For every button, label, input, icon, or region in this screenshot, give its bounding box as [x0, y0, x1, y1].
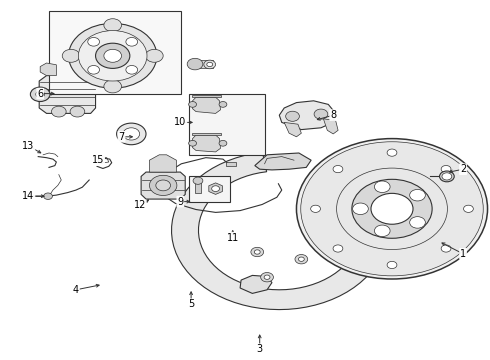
Bar — [192, 133, 221, 135]
Polygon shape — [193, 135, 221, 152]
Text: 9: 9 — [177, 197, 183, 207]
Bar — [189, 176, 230, 202]
Bar — [191, 60, 213, 68]
Circle shape — [117, 123, 146, 145]
Circle shape — [51, 106, 66, 117]
Text: 12: 12 — [133, 200, 146, 210]
Text: 15: 15 — [92, 155, 104, 165]
Circle shape — [442, 173, 452, 180]
Circle shape — [337, 168, 447, 249]
Circle shape — [146, 49, 163, 62]
Circle shape — [353, 203, 368, 215]
Circle shape — [149, 175, 177, 195]
Circle shape — [387, 261, 397, 269]
Circle shape — [156, 180, 171, 191]
Circle shape — [314, 109, 328, 119]
Circle shape — [36, 91, 45, 98]
Bar — [195, 182, 201, 193]
Text: 10: 10 — [174, 117, 186, 127]
Circle shape — [440, 171, 454, 182]
Circle shape — [126, 66, 138, 74]
Polygon shape — [255, 153, 311, 170]
Bar — [226, 162, 236, 166]
Text: 5: 5 — [188, 299, 194, 309]
Polygon shape — [172, 152, 387, 310]
Circle shape — [298, 257, 304, 261]
Circle shape — [78, 31, 147, 81]
Bar — [192, 95, 221, 97]
Bar — [189, 94, 265, 155]
Circle shape — [441, 245, 451, 252]
Circle shape — [193, 177, 203, 184]
Circle shape — [187, 58, 203, 70]
Text: 11: 11 — [226, 233, 239, 243]
Circle shape — [104, 19, 122, 32]
Text: 14: 14 — [23, 191, 34, 201]
Circle shape — [286, 111, 299, 121]
Text: 3: 3 — [257, 344, 263, 354]
Polygon shape — [39, 76, 96, 113]
Circle shape — [126, 37, 138, 46]
Circle shape — [261, 273, 273, 282]
Circle shape — [410, 217, 425, 228]
Circle shape — [387, 149, 397, 156]
Circle shape — [204, 60, 216, 69]
Polygon shape — [40, 63, 56, 76]
Text: 4: 4 — [73, 285, 79, 295]
Polygon shape — [279, 101, 336, 130]
Circle shape — [295, 255, 308, 264]
Circle shape — [374, 181, 390, 193]
Circle shape — [301, 142, 483, 276]
Circle shape — [410, 189, 425, 201]
Circle shape — [333, 166, 343, 173]
Circle shape — [189, 102, 196, 107]
Circle shape — [264, 275, 270, 279]
Circle shape — [254, 250, 260, 254]
Circle shape — [62, 49, 80, 62]
Polygon shape — [240, 275, 272, 293]
Text: 7: 7 — [119, 132, 124, 142]
Circle shape — [104, 80, 122, 93]
Circle shape — [96, 43, 130, 68]
Circle shape — [189, 140, 196, 146]
Polygon shape — [141, 172, 185, 199]
Polygon shape — [323, 119, 338, 134]
Circle shape — [374, 225, 390, 237]
Circle shape — [69, 23, 157, 88]
Polygon shape — [149, 155, 176, 172]
Circle shape — [219, 140, 227, 146]
Circle shape — [464, 205, 473, 212]
Text: 2: 2 — [460, 164, 466, 174]
Polygon shape — [193, 97, 221, 113]
Circle shape — [88, 66, 99, 74]
Circle shape — [352, 179, 432, 238]
Text: 13: 13 — [23, 141, 34, 151]
Circle shape — [88, 37, 99, 46]
Circle shape — [207, 62, 213, 67]
Polygon shape — [76, 65, 96, 76]
Circle shape — [123, 128, 140, 140]
Circle shape — [333, 245, 343, 252]
Polygon shape — [284, 122, 301, 137]
Circle shape — [311, 205, 320, 212]
Circle shape — [30, 87, 50, 102]
Bar — [49, 11, 181, 94]
Circle shape — [212, 186, 220, 192]
Circle shape — [70, 106, 85, 117]
Circle shape — [296, 139, 488, 279]
Circle shape — [441, 166, 451, 173]
Circle shape — [44, 193, 52, 199]
Circle shape — [104, 49, 122, 62]
Circle shape — [371, 193, 413, 224]
Text: 6: 6 — [37, 89, 43, 99]
Text: 1: 1 — [460, 249, 466, 259]
Circle shape — [219, 102, 227, 107]
Circle shape — [251, 247, 264, 257]
Text: 8: 8 — [330, 110, 336, 120]
